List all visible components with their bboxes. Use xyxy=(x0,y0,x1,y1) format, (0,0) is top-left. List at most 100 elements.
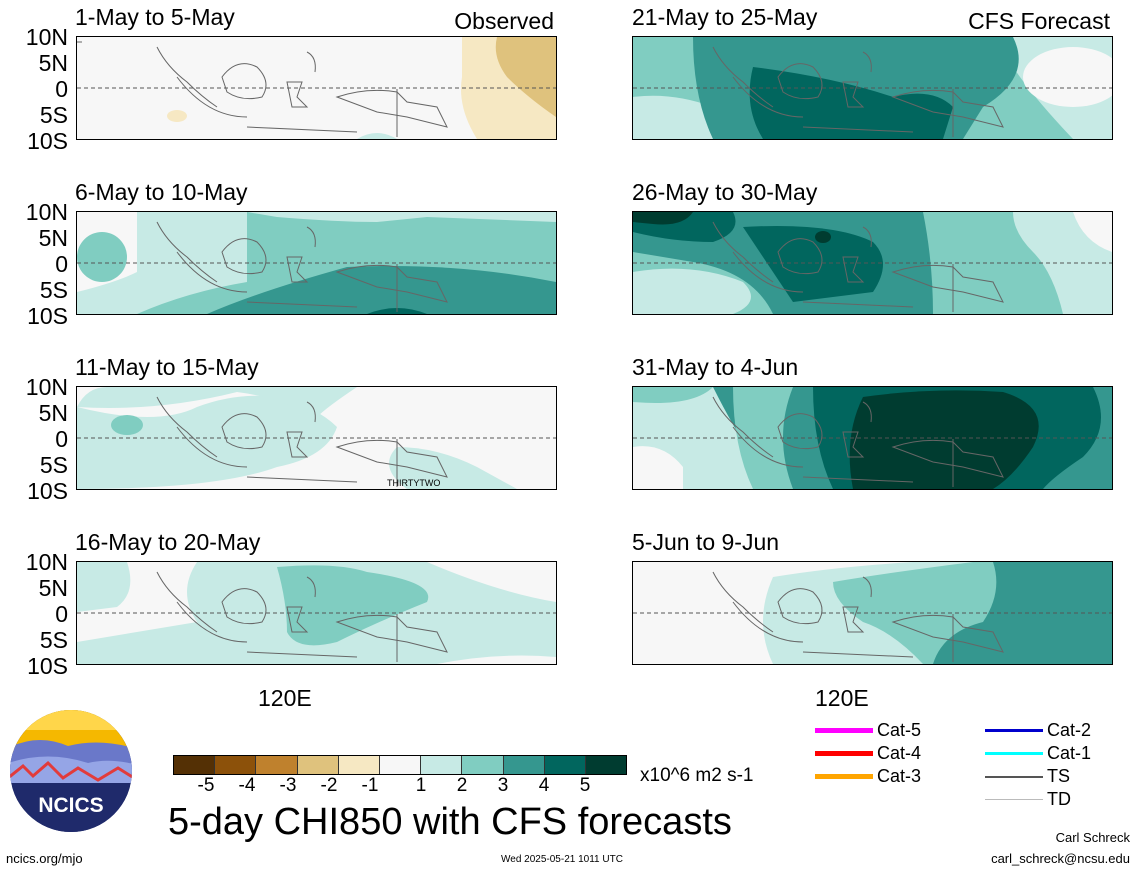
lat-label: 0 xyxy=(55,251,68,277)
lat-label: 10S xyxy=(27,478,68,504)
colorbar-tick: 4 xyxy=(538,775,550,796)
legend-swatch xyxy=(815,728,873,733)
chi-contours xyxy=(633,212,1112,314)
map-panel-2 xyxy=(76,211,557,315)
legend-swatch xyxy=(985,775,1043,778)
colorbar-swatch xyxy=(585,756,627,774)
footer-timestamp: Wed 2025-05-21 1011 UTC xyxy=(501,854,623,865)
chi-contours xyxy=(77,212,556,314)
legend-item: Cat-3 xyxy=(815,766,921,787)
colorbar-tick: -2 xyxy=(320,775,338,796)
map-panel-4 xyxy=(76,561,557,665)
panel-title-6: 26-May to 30-May xyxy=(632,179,818,205)
panel-title-2: 6-May to 10-May xyxy=(75,179,248,205)
legend-item: Cat-1 xyxy=(985,743,1091,764)
lat-label: 0 xyxy=(55,601,68,627)
legend-label: Cat-5 xyxy=(877,720,922,740)
colorbar-swatch xyxy=(174,756,216,774)
colorbar-swatch xyxy=(215,756,257,774)
colorbar-tick: 5 xyxy=(579,775,591,796)
colorbar-tick: 2 xyxy=(456,775,468,796)
colorbar xyxy=(173,755,627,775)
lat-label: 10S xyxy=(27,128,68,154)
panel-title-1: 1-May to 5-May xyxy=(75,4,235,30)
lat-label: 10S xyxy=(27,303,68,329)
main-title: 5-day CHI850 with CFS forecasts xyxy=(168,801,732,843)
footer-author: Carl Schreck xyxy=(1055,830,1130,845)
forecast-label: CFS Forecast xyxy=(968,8,1110,34)
lat-label: 5S xyxy=(39,277,68,303)
chi-contours xyxy=(633,562,1112,664)
chi-contours xyxy=(633,37,1112,139)
footer-url[interactable]: ncics.org/mjo xyxy=(6,851,83,866)
legend-item: Cat-2 xyxy=(985,720,1091,741)
legend-swatch xyxy=(815,774,873,779)
map-panel-3: THIRTYTWO xyxy=(76,386,557,490)
chi-contours xyxy=(77,37,556,139)
colorbar-swatch xyxy=(421,756,463,774)
colorbar-swatch xyxy=(462,756,504,774)
lat-label: 10N xyxy=(25,374,68,400)
map-panel-7 xyxy=(632,386,1113,490)
lon-label-left: 120E xyxy=(258,685,312,711)
legend-swatch xyxy=(815,751,873,756)
legend-label: TS xyxy=(1047,766,1071,786)
colorbar-tick: -1 xyxy=(361,775,379,796)
logo-text: NCICS xyxy=(38,794,103,817)
colorbar-tick: -3 xyxy=(279,775,297,796)
colorbar-units: x10^6 m2 s-1 xyxy=(640,765,754,786)
panel-title-3: 11-May to 15-May xyxy=(75,354,259,380)
lat-label: 10N xyxy=(25,199,68,225)
legend-label: Cat-1 xyxy=(1047,743,1092,763)
legend-item: Cat-5 xyxy=(815,720,921,741)
lat-label: 10N xyxy=(25,24,68,50)
panel-title-4: 16-May to 20-May xyxy=(75,529,261,555)
colorbar-swatch xyxy=(256,756,298,774)
panel-title-5: 21-May to 25-May xyxy=(632,4,818,30)
colorbar-swatch xyxy=(379,756,422,774)
map-panel-6 xyxy=(632,211,1113,315)
lat-label: 5S xyxy=(39,102,68,128)
legend-label: TD xyxy=(1047,789,1071,809)
legend-swatch xyxy=(985,752,1043,755)
legend-item: TD xyxy=(985,789,1071,810)
colorbar-swatch xyxy=(503,756,545,774)
colorbar-swatch xyxy=(338,756,380,774)
lat-label: 5N xyxy=(38,50,68,76)
lon-label-right: 120E xyxy=(815,685,869,711)
colorbar-swatch xyxy=(544,756,586,774)
ncics-logo: NCICS xyxy=(8,708,134,834)
panel-title-7: 31-May to 4-Jun xyxy=(632,354,799,380)
lat-label: 0 xyxy=(55,76,68,102)
lat-label: 5N xyxy=(38,225,68,251)
chi-contours xyxy=(77,562,556,664)
legend-item: TS xyxy=(985,766,1070,787)
footer-email[interactable]: carl_schreck@ncsu.edu xyxy=(991,851,1130,866)
lat-label: 10S xyxy=(27,653,68,679)
colorbar-tick: -5 xyxy=(197,775,215,796)
chi-contours xyxy=(633,387,1112,489)
storm-label: THIRTYTWO xyxy=(387,478,440,488)
lat-label: 5S xyxy=(39,452,68,478)
colorbar-tick: 3 xyxy=(497,775,509,796)
legend-label: Cat-2 xyxy=(1047,720,1092,740)
legend-item: Cat-4 xyxy=(815,743,921,764)
map-panel-1 xyxy=(76,36,557,140)
legend-swatch xyxy=(985,799,1043,800)
lat-label: 5S xyxy=(39,627,68,653)
observed-label: Observed xyxy=(454,8,554,34)
coastlines xyxy=(77,41,448,137)
colorbar-tick: -4 xyxy=(238,775,256,796)
map-panel-8 xyxy=(632,561,1113,665)
lat-label: 10N xyxy=(25,549,68,575)
legend-swatch xyxy=(985,729,1043,732)
lat-label: 0 xyxy=(55,426,68,452)
map-panel-5 xyxy=(632,36,1113,140)
colorbar-tick: 1 xyxy=(415,775,427,796)
lat-label: 5N xyxy=(38,575,68,601)
legend-label: Cat-3 xyxy=(877,766,922,786)
legend-label: Cat-4 xyxy=(877,743,922,763)
lat-label: 5N xyxy=(38,400,68,426)
chi-contours: THIRTYTWO xyxy=(77,387,556,489)
panel-title-8: 5-Jun to 9-Jun xyxy=(632,529,780,555)
